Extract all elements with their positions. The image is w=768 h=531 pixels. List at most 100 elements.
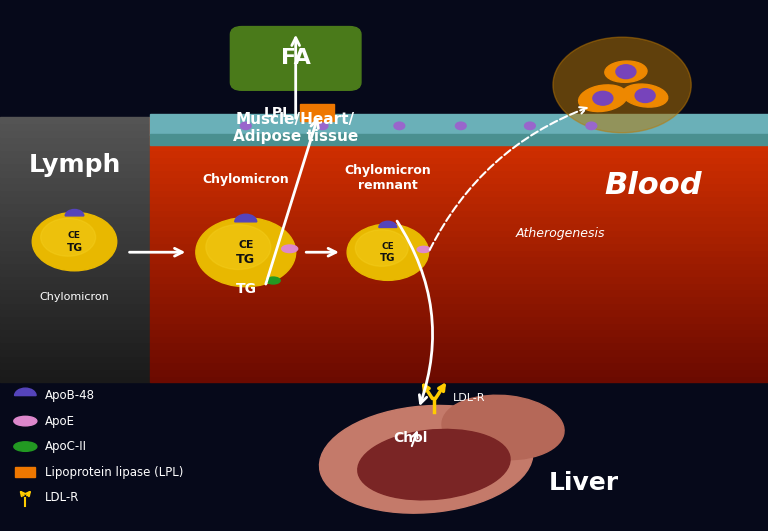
Bar [150, 342, 768, 349]
Bar [0, 329, 150, 336]
Bar [150, 143, 768, 150]
Circle shape [616, 65, 636, 79]
Bar [0, 236, 150, 243]
Bar [150, 170, 768, 176]
Circle shape [32, 212, 117, 271]
Bar [150, 150, 768, 157]
Bar [150, 376, 768, 382]
Bar [0, 250, 150, 256]
Bar [0, 170, 150, 176]
Bar [150, 203, 768, 210]
Circle shape [240, 122, 251, 130]
Bar [0, 123, 150, 130]
Bar [150, 196, 768, 203]
Text: FA: FA [281, 48, 310, 68]
Ellipse shape [623, 84, 667, 107]
Bar [0, 356, 150, 362]
Bar [0, 210, 150, 217]
Bar [150, 269, 768, 276]
Ellipse shape [358, 430, 510, 500]
Circle shape [347, 224, 429, 280]
Bar [0, 243, 150, 250]
Bar [0, 349, 150, 356]
Bar [150, 289, 768, 296]
Bar [0, 136, 150, 143]
Bar [0, 150, 150, 157]
Bar [150, 369, 768, 376]
Bar [0, 203, 150, 210]
Bar [150, 190, 768, 196]
Text: Chol: Chol [394, 431, 428, 445]
Text: Muscle/Heart/
Adipose tissue: Muscle/Heart/ Adipose tissue [233, 112, 359, 144]
Bar [0, 282, 150, 289]
Circle shape [593, 91, 613, 105]
Bar [0, 229, 150, 236]
Ellipse shape [417, 246, 430, 253]
Bar [0, 263, 150, 269]
Ellipse shape [319, 406, 533, 513]
Text: ApoB-48: ApoB-48 [45, 389, 94, 402]
Bar [0, 322, 150, 329]
Circle shape [553, 37, 691, 133]
Bar [0, 256, 150, 263]
Bar [150, 136, 768, 143]
Text: CE: CE [382, 242, 394, 251]
Bar [0, 336, 150, 342]
Bar [0, 217, 150, 223]
Circle shape [586, 122, 597, 130]
Bar [150, 134, 768, 145]
Ellipse shape [282, 245, 298, 253]
Circle shape [455, 122, 466, 130]
Bar [0, 342, 150, 349]
Ellipse shape [605, 61, 647, 82]
Ellipse shape [266, 277, 280, 284]
Bar [150, 123, 768, 130]
Bar [150, 309, 768, 316]
Bar [150, 256, 768, 263]
Ellipse shape [14, 442, 37, 451]
Bar [0, 143, 150, 150]
Bar [150, 322, 768, 329]
Bar [0, 176, 150, 183]
Text: ApoC-II: ApoC-II [45, 440, 87, 453]
Bar [0, 309, 150, 316]
Text: LDL-R: LDL-R [453, 393, 485, 403]
Bar [0, 276, 150, 282]
Bar [150, 336, 768, 342]
Bar [15, 467, 35, 477]
Bar [150, 210, 768, 217]
FancyBboxPatch shape [230, 27, 361, 90]
Text: TG: TG [237, 253, 255, 267]
Text: LPL: LPL [264, 106, 292, 119]
Bar [0, 164, 150, 170]
Text: Lipoprotein lipase (LPL): Lipoprotein lipase (LPL) [45, 466, 183, 478]
Bar [150, 362, 768, 369]
Bar [150, 236, 768, 243]
Bar [150, 243, 768, 250]
Bar [0, 376, 150, 382]
Bar [150, 316, 768, 322]
Text: Chylomicron
remnant: Chylomicron remnant [345, 164, 431, 192]
Ellipse shape [442, 395, 564, 460]
Bar [150, 329, 768, 336]
Wedge shape [235, 214, 257, 222]
Ellipse shape [14, 416, 37, 426]
Bar [150, 263, 768, 269]
Bar [150, 276, 768, 282]
Text: Chylomicron: Chylomicron [203, 173, 289, 186]
Wedge shape [65, 209, 84, 216]
Bar [0, 289, 150, 296]
Text: Atherogenesis: Atherogenesis [516, 227, 605, 240]
Circle shape [394, 122, 405, 130]
Bar [150, 164, 768, 170]
Bar [150, 282, 768, 289]
Circle shape [356, 230, 409, 267]
Wedge shape [15, 388, 36, 396]
Bar [150, 183, 768, 190]
Text: CE: CE [68, 230, 81, 239]
Bar [0, 362, 150, 369]
Circle shape [196, 218, 296, 287]
Circle shape [41, 218, 95, 256]
Bar [0, 303, 150, 309]
Bar [150, 117, 768, 124]
